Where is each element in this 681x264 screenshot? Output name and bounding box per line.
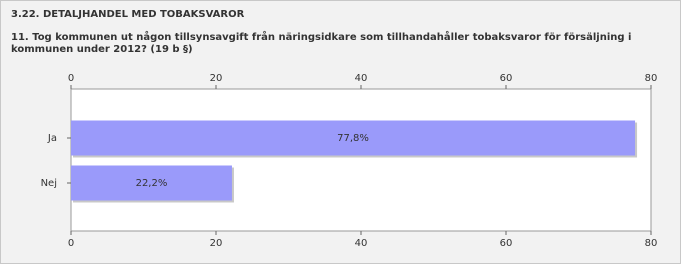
bar (71, 120, 636, 156)
y-tick-label: Nej (41, 178, 57, 189)
x-tick-label: 80 (645, 73, 658, 84)
x-tick-label: 20 (210, 238, 223, 249)
x-tick-label: 60 (500, 238, 513, 249)
x-tick-label: 80 (645, 238, 658, 249)
x-tick-label: 60 (500, 73, 513, 84)
value-label: 22,2% (136, 178, 168, 189)
plot-area (70, 88, 652, 232)
chart-title: 3.22. DETALJHANDEL MED TOBAKSVAROR (11, 9, 245, 20)
value-label: 77,8% (337, 133, 369, 144)
x-tick-label: 0 (68, 73, 74, 84)
x-tick-label: 40 (355, 73, 368, 84)
x-tick-label: 0 (68, 238, 74, 249)
question: 11. Tog kommunen ut någon tillsynsavgift… (11, 32, 632, 55)
bar (71, 165, 232, 201)
x-tick-label: 20 (210, 73, 223, 84)
y-tick-label: Ja (47, 133, 57, 144)
x-tick-label: 40 (355, 238, 368, 249)
